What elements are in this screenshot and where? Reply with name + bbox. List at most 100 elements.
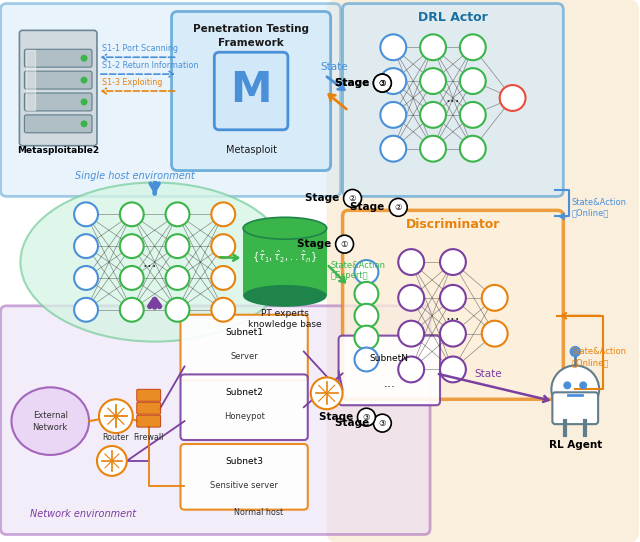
FancyBboxPatch shape — [180, 315, 308, 380]
Circle shape — [420, 34, 446, 60]
Text: Subnet1: Subnet1 — [225, 328, 263, 337]
Text: PT experts: PT experts — [261, 309, 309, 318]
Text: ③: ③ — [379, 79, 386, 88]
Circle shape — [420, 102, 446, 128]
Text: Stage: Stage — [297, 239, 335, 249]
Circle shape — [211, 234, 235, 258]
Circle shape — [211, 202, 235, 226]
Text: Router: Router — [102, 433, 129, 442]
Circle shape — [380, 34, 406, 60]
Circle shape — [74, 298, 98, 322]
FancyBboxPatch shape — [24, 71, 92, 89]
FancyBboxPatch shape — [24, 115, 92, 133]
FancyBboxPatch shape — [137, 389, 161, 401]
Circle shape — [440, 285, 466, 311]
Text: Honeypot: Honeypot — [224, 412, 264, 421]
Text: Sensitive server: Sensitive server — [210, 481, 278, 491]
Circle shape — [440, 357, 466, 382]
Circle shape — [440, 249, 466, 275]
Text: Stage: Stage — [319, 412, 356, 422]
Circle shape — [373, 74, 391, 92]
Circle shape — [344, 190, 362, 208]
Circle shape — [373, 74, 391, 92]
Text: Network environment: Network environment — [30, 508, 136, 519]
FancyBboxPatch shape — [342, 4, 563, 196]
Circle shape — [389, 198, 407, 216]
Text: RL Agent: RL Agent — [548, 440, 602, 450]
Text: M: M — [230, 69, 272, 111]
Text: State&Action: State&Action — [572, 198, 627, 207]
FancyBboxPatch shape — [180, 444, 308, 509]
Circle shape — [74, 234, 98, 258]
Text: Firewall: Firewall — [134, 433, 164, 442]
Text: （Expert）: （Expert） — [331, 271, 368, 280]
Text: State&Action: State&Action — [572, 347, 627, 356]
Text: Stage: Stage — [335, 78, 372, 88]
Text: Network: Network — [33, 423, 68, 431]
Text: ...: ... — [383, 377, 396, 390]
Circle shape — [120, 298, 144, 322]
Circle shape — [398, 357, 424, 382]
Text: $\{\hat{\tau}_1,\hat{\tau}_2,..\hat{\tau}_n\}$: $\{\hat{\tau}_1,\hat{\tau}_2,..\hat{\tau… — [252, 249, 317, 265]
Circle shape — [166, 298, 189, 322]
Text: Discriminator: Discriminator — [406, 218, 500, 231]
Circle shape — [355, 326, 378, 350]
Circle shape — [398, 285, 424, 311]
Text: ①: ① — [341, 240, 348, 249]
FancyBboxPatch shape — [24, 93, 92, 111]
FancyBboxPatch shape — [24, 49, 92, 67]
FancyBboxPatch shape — [137, 415, 161, 427]
Text: Single host environment: Single host environment — [75, 171, 195, 180]
Text: Stage: Stage — [335, 78, 372, 88]
Circle shape — [380, 136, 406, 162]
Circle shape — [166, 266, 189, 290]
Text: ②: ② — [349, 194, 356, 203]
FancyBboxPatch shape — [1, 306, 430, 534]
FancyBboxPatch shape — [214, 52, 288, 130]
FancyBboxPatch shape — [342, 210, 563, 399]
Text: S1-1 Port Scanning: S1-1 Port Scanning — [102, 44, 178, 53]
Ellipse shape — [243, 217, 326, 239]
FancyBboxPatch shape — [326, 0, 639, 542]
Text: Metasploit: Metasploit — [225, 145, 276, 154]
Text: External: External — [33, 411, 68, 420]
Text: SubnetN: SubnetN — [370, 354, 409, 363]
Circle shape — [166, 202, 189, 226]
Circle shape — [211, 298, 235, 322]
Text: Framework: Framework — [218, 38, 284, 48]
Text: knowledge base: knowledge base — [248, 320, 322, 329]
Circle shape — [420, 68, 446, 94]
Ellipse shape — [20, 183, 289, 341]
Circle shape — [563, 382, 572, 389]
Text: State&Action: State&Action — [331, 261, 386, 270]
Circle shape — [460, 34, 486, 60]
Circle shape — [482, 285, 508, 311]
Text: Stage: Stage — [335, 418, 372, 428]
Circle shape — [81, 76, 88, 83]
Text: ③: ③ — [379, 79, 386, 88]
Text: ③: ③ — [363, 412, 370, 422]
Circle shape — [380, 68, 406, 94]
Circle shape — [460, 68, 486, 94]
Text: Penetration Testing: Penetration Testing — [193, 24, 309, 34]
Circle shape — [74, 202, 98, 226]
Text: S1-2 Return Information: S1-2 Return Information — [102, 61, 198, 70]
Circle shape — [99, 399, 132, 433]
Text: State: State — [474, 370, 502, 379]
Circle shape — [373, 414, 391, 432]
FancyBboxPatch shape — [137, 402, 161, 414]
Circle shape — [460, 136, 486, 162]
Text: ...: ... — [445, 91, 460, 106]
Text: ...: ... — [142, 255, 157, 269]
Circle shape — [355, 304, 378, 328]
Circle shape — [482, 321, 508, 346]
Circle shape — [460, 102, 486, 128]
Text: State: State — [321, 62, 348, 72]
Circle shape — [552, 365, 599, 413]
Text: Metasploitable2: Metasploitable2 — [17, 146, 99, 155]
Text: （Online）: （Online） — [572, 358, 609, 367]
Circle shape — [358, 408, 376, 426]
Circle shape — [500, 85, 525, 111]
Circle shape — [120, 234, 144, 258]
Circle shape — [335, 235, 353, 253]
